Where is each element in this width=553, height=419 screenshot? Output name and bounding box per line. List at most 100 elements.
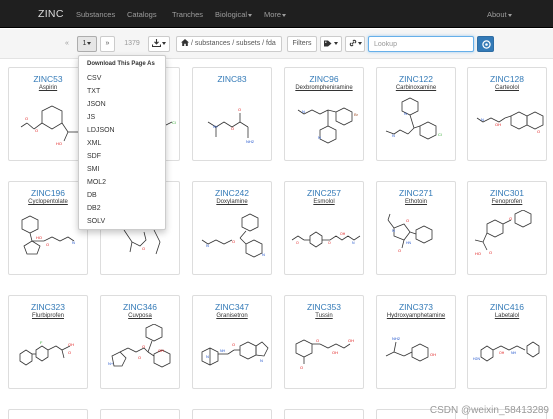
substance-card[interactable]: ZINC323 Flurbiprofen F OH O (8, 295, 88, 389)
substance-name[interactable]: Labetalol (494, 313, 520, 319)
svg-text:NH: NH (220, 349, 226, 353)
substance-card[interactable] (100, 409, 180, 419)
lookup-go-button[interactable] (477, 36, 494, 52)
menu-item-txt[interactable]: TXT (87, 88, 101, 95)
substance-card[interactable] (284, 409, 364, 419)
page-select[interactable]: 1 (77, 36, 97, 52)
svg-text:O: O (489, 250, 492, 255)
substance-card[interactable]: ZINC347 Granisetron N NH O N (192, 295, 272, 389)
filters-button[interactable]: Filters (287, 36, 317, 52)
menu-item-ldjson[interactable]: LDJSON (87, 127, 115, 134)
nav-catalogs[interactable]: Catalogs (127, 10, 157, 19)
substance-card[interactable]: ZINC301 Fenoprofen O HO O (467, 181, 547, 275)
download-button[interactable] (148, 36, 170, 52)
zinc-id[interactable]: ZINC53 (33, 74, 63, 84)
nav-about[interactable]: About (487, 10, 512, 19)
substance-card[interactable]: ZINC122 Carbinoxamine N N Cl (376, 67, 456, 161)
nav-more[interactable]: More (264, 10, 287, 19)
substance-name[interactable]: Carbinoxamine (395, 85, 437, 91)
zinc-id[interactable]: ZINC323 (30, 302, 65, 312)
zinc-id[interactable]: ZINC373 (398, 302, 433, 312)
substance-name[interactable]: Tussin (315, 313, 333, 319)
structure-image: O N O HN (387, 213, 433, 253)
svg-text:HO: HO (36, 235, 42, 240)
substance-name[interactable]: Carteolol (494, 85, 519, 91)
prev-page-button[interactable]: « (65, 40, 69, 47)
link-menu-button[interactable] (345, 36, 365, 52)
menu-item-sdf[interactable]: SDF (87, 153, 101, 160)
menu-item-solv[interactable]: SOLV (87, 218, 106, 225)
menu-item-csv[interactable]: CSV (87, 75, 102, 82)
svg-text:O: O (232, 239, 235, 244)
zinc-id[interactable]: ZINC271 (398, 188, 433, 198)
svg-text:Br: Br (354, 112, 359, 117)
zinc-id[interactable]: ZINC301 (489, 188, 524, 198)
next-page-button[interactable]: » (100, 36, 115, 52)
svg-text:N: N (392, 228, 395, 233)
substance-name[interactable]: Cyclopentolate (28, 199, 68, 205)
substance-card[interactable] (8, 409, 88, 419)
substance-card[interactable]: ZINC257 Esmolol O O OH N (284, 181, 364, 275)
substance-card[interactable]: ZINC242 Doxylamine N O N (192, 181, 272, 275)
substance-name[interactable]: Esmolol (313, 199, 335, 205)
lookup-input[interactable] (368, 36, 474, 52)
zinc-id[interactable]: ZINC122 (398, 74, 433, 84)
substance-name[interactable]: Fenoprofen (491, 199, 523, 205)
menu-item-xml[interactable]: XML (87, 140, 102, 147)
svg-text:O: O (328, 241, 331, 245)
chevron-down-icon (357, 41, 362, 45)
breadcrumb[interactable]: / substances / subsets / fda (176, 36, 282, 52)
zinc-id[interactable]: ZINC96 (309, 74, 339, 84)
substance-card[interactable]: ZINC53 Aspirin O O O HO (8, 67, 88, 161)
substance-card[interactable] (376, 409, 456, 419)
substance-name[interactable]: Doxylamine (216, 199, 248, 205)
zinc-id[interactable]: ZINC83 (217, 74, 247, 84)
substance-card[interactable]: ZINC271 Ethotoin O N O HN (376, 181, 456, 275)
substance-card[interactable]: ZINC96 Dexbrompheniramine N Br N (284, 67, 364, 161)
substance-name[interactable]: Cuvposa (128, 313, 152, 319)
substance-name[interactable]: Aspirin (38, 85, 58, 91)
zinc-id[interactable]: ZINC257 (306, 188, 341, 198)
svg-text:N: N (404, 111, 407, 116)
substance-name[interactable]: Ethotoin (404, 199, 428, 205)
tag-menu-button[interactable] (320, 36, 342, 52)
structure-image: O HO O (474, 210, 532, 256)
svg-text:O: O (142, 344, 145, 349)
top-navbar: ZINC Substances Catalogs Tranches Biolog… (0, 0, 553, 28)
substance-card[interactable] (192, 409, 272, 419)
nav-biological[interactable]: Biological (215, 10, 253, 19)
substance-name[interactable]: Granisetron (216, 313, 248, 319)
substance-card[interactable]: ZINC416 Labetalol H2N OH NH (467, 295, 547, 389)
substance-card[interactable]: ZINC83 N+ O NH2 O (192, 67, 272, 161)
substance-card[interactable]: ZINC196 Cyclopentolate HO O N (8, 181, 88, 275)
substance-name[interactable]: Dexbrompheniramine (295, 85, 353, 91)
zinc-id[interactable]: ZINC347 (214, 302, 249, 312)
svg-text:N: N (72, 240, 75, 245)
zinc-id[interactable]: ZINC196 (30, 188, 65, 198)
substance-card[interactable]: ZINC346 Cuvposa N+ O O OH (100, 295, 180, 389)
substance-name[interactable]: Hydroxyamphetamine (386, 313, 446, 319)
zinc-id[interactable]: ZINC128 (489, 74, 524, 84)
substance-card[interactable]: ZINC373 Hydroxyamphetamine NH2 OH (376, 295, 456, 389)
svg-text:O: O (300, 365, 303, 370)
menu-item-mol2[interactable]: MOL2 (87, 179, 107, 186)
brand-logo[interactable]: ZINC (38, 8, 64, 20)
substance-name[interactable]: Flurbiprofen (31, 313, 64, 319)
svg-text:N: N (206, 243, 209, 248)
substance-card[interactable]: ZINC353 Tussin O OH OH O (284, 295, 364, 389)
zinc-id[interactable]: ZINC346 (122, 302, 157, 312)
zinc-id[interactable]: ZINC416 (489, 302, 524, 312)
zinc-id[interactable]: ZINC353 (306, 302, 341, 312)
zinc-id[interactable]: ZINC242 (214, 188, 249, 198)
substance-card[interactable] (467, 409, 547, 419)
menu-item-json[interactable]: JSON (87, 101, 106, 108)
nav-about-label: About (487, 10, 507, 19)
nav-substances[interactable]: Substances (76, 10, 116, 19)
structure-image: N+ O O OH (108, 324, 171, 368)
substance-card[interactable]: ZINC128 Carteolol N OH O (467, 67, 547, 161)
menu-item-db2[interactable]: DB2 (87, 205, 101, 212)
menu-item-js[interactable]: JS (87, 114, 96, 121)
menu-item-db[interactable]: DB (87, 192, 97, 199)
menu-item-smi[interactable]: SMI (87, 166, 100, 173)
nav-tranches[interactable]: Tranches (172, 10, 203, 19)
